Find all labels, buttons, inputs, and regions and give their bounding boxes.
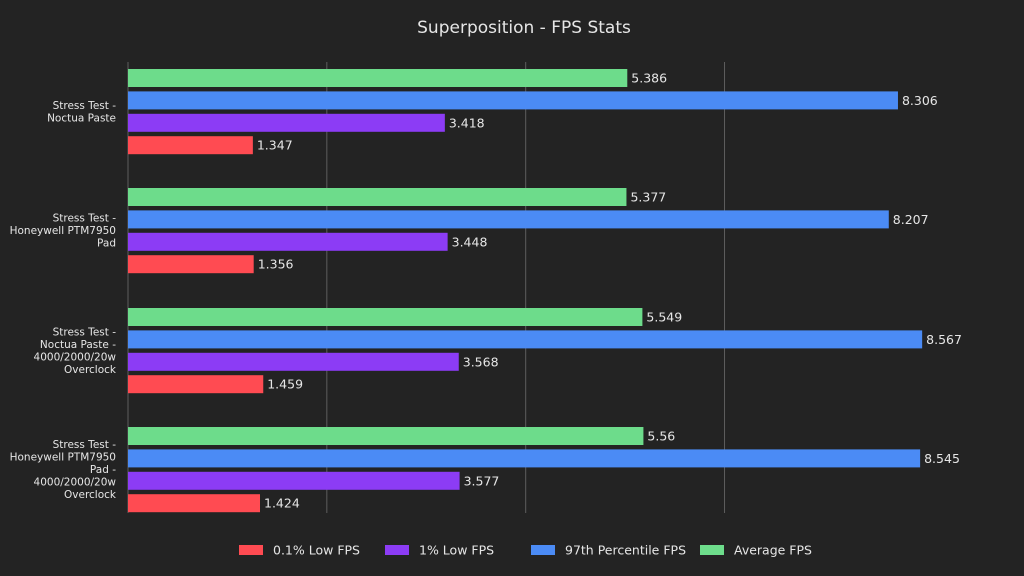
legend-item-0-1-low-fps: 0.1% Low FPS [239,543,360,558]
bar-average-fps-group-1 [128,69,628,87]
legend-label-1-low-fps: 1% Low FPS [419,543,494,558]
value-label-0-1-low-fps-group-2: 1.356 [258,257,294,272]
value-label-average-fps-group-2: 5.377 [630,190,666,205]
value-label-1-low-fps-group-3: 3.568 [463,354,499,369]
bar-1-low-fps-group-3 [128,352,459,371]
bar-average-fps-group-2 [128,188,627,206]
category-label-line: 4000/2000/20w [34,477,117,489]
value-label-0-1-low-fps-group-1: 1.347 [257,138,293,153]
category-label-line: Stress Test - [53,439,117,451]
category-label-line: Noctua Paste - [40,339,116,351]
legend-swatch-average-fps [700,545,724,555]
legend: 0.1% Low FPS 1% Low FPS 97th Percentile FP… [239,543,812,558]
bar-average-fps-group-3 [128,308,643,326]
bar-0-1-low-fps-group-2 [128,255,254,274]
bar-97th-percentile-fps-group-2 [128,210,889,229]
legend-item-average-fps: Average FPS [700,543,812,558]
category-label-3: Stress Test -Noctua Paste -4000/2000/20w… [34,326,117,376]
value-label-1-low-fps-group-2: 3.448 [452,234,488,249]
legend-label-0-1-low-fps: 0.1% Low FPS [273,543,360,558]
category-label-line: Stress Test - [53,326,117,338]
value-label-97th-percentile-fps-group-4: 8.545 [924,451,960,466]
legend-label-average-fps: Average FPS [734,543,812,558]
category-label-line: Stress Test - [53,213,117,225]
category-label-line: Honeywell PTM7950 [10,452,116,464]
bar-0-1-low-fps-group-4 [128,494,261,513]
bar-1-low-fps-group-1 [128,113,445,132]
value-label-average-fps-group-4: 5.56 [647,429,675,444]
legend-item-1-low-fps: 1% Low FPS [385,543,494,558]
bar-1-low-fps-group-4 [128,471,460,490]
category-label-line: 4000/2000/20w [34,351,117,363]
bars-layer [128,69,923,513]
bar-0-1-low-fps-group-1 [128,136,253,155]
bar-1-low-fps-group-2 [128,232,448,251]
legend-swatch-97th-percentile-fps [531,545,555,555]
category-label-line: Overclock [64,364,117,376]
value-label-97th-percentile-fps-group-1: 8.306 [902,93,938,108]
labels-layer: 5.386 8.306 3.418 1.347 5.377 8.207 3.448 1.356… [257,71,962,511]
value-label-0-1-low-fps-group-4: 1.424 [264,496,300,511]
category-label-line: Pad - [90,464,116,476]
bar-average-fps-group-4 [128,427,644,445]
value-label-average-fps-group-1: 5.386 [631,71,667,86]
legend-swatch-1-low-fps [385,545,409,555]
category-label-line: Pad [97,238,116,250]
category-label-line: Honeywell PTM7950 [10,225,116,237]
legend-swatch-0-1-low-fps [239,545,263,555]
value-label-1-low-fps-group-4: 3.577 [464,473,500,488]
category-label-1: Stress Test -Noctua Paste [47,100,116,125]
value-label-average-fps-group-3: 5.549 [646,310,682,325]
value-label-1-low-fps-group-1: 3.418 [449,115,485,130]
value-label-97th-percentile-fps-group-2: 8.207 [893,212,929,227]
bar-97th-percentile-fps-group-3 [128,330,923,349]
legend-item-97th-percentile-fps: 97th Percentile FPS [531,543,686,558]
category-label-line: Stress Test - [53,100,117,112]
category-label-line: Noctua Paste [47,112,116,124]
value-label-0-1-low-fps-group-3: 1.459 [267,377,303,392]
bar-97th-percentile-fps-group-4 [128,449,921,468]
chart-title: Superposition - FPS Stats [417,18,631,38]
category-label-line: Overclock [64,489,117,501]
bar-97th-percentile-fps-group-1 [128,91,898,110]
value-label-97th-percentile-fps-group-3: 8.567 [926,332,962,347]
legend-label-97th-percentile-fps: 97th Percentile FPS [565,543,686,558]
bar-0-1-low-fps-group-3 [128,375,264,394]
